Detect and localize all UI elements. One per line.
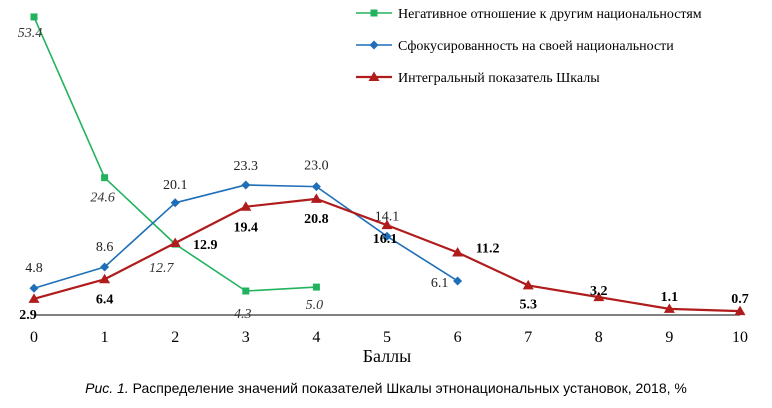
data-point — [310, 193, 322, 203]
data-point — [663, 303, 675, 313]
legend-item: Негативное отношение к другим национальн… — [356, 7, 702, 22]
series-layer — [28, 13, 746, 316]
legend-label: Сфокусированность на своей национальност… — [398, 39, 674, 54]
data-label: 19.4 — [234, 221, 259, 236]
data-label: 14.1 — [375, 209, 400, 224]
data-label: 23.0 — [304, 159, 329, 174]
data-label: 8.6 — [96, 240, 114, 255]
data-label: 6.4 — [96, 292, 114, 307]
data-point — [99, 273, 111, 284]
x-tick-label: 5 — [383, 329, 391, 346]
series-national-focus — [29, 180, 463, 293]
figure-caption-label: Рис. 1. — [85, 380, 129, 396]
data-point — [100, 262, 110, 272]
data-label: 23.3 — [234, 159, 259, 174]
data-point — [28, 293, 40, 303]
legend-label: Негативное отношение к другим национальн… — [398, 7, 702, 22]
data-label: 11.2 — [476, 241, 500, 256]
x-tick-label: 7 — [524, 329, 532, 346]
data-point — [241, 180, 251, 190]
series-integral-index — [28, 193, 746, 316]
data-point — [29, 283, 39, 293]
legend-item: Интегральный показатель Шкалы — [356, 71, 600, 86]
data-label: 6.1 — [431, 276, 449, 291]
x-tick-label: 0 — [30, 329, 38, 346]
legend-item: Сфокусированность на своей национальност… — [356, 39, 674, 54]
figure-caption-text: Распределение значений показателей Шкалы… — [132, 380, 687, 396]
data-point — [522, 279, 534, 290]
x-tick-label: 3 — [242, 329, 250, 346]
data-point — [453, 276, 463, 286]
data-point — [734, 305, 746, 316]
data-point — [101, 174, 109, 182]
x-tick-label: 10 — [732, 329, 748, 346]
data-label: 5.0 — [306, 298, 324, 313]
data-label: 1.1 — [661, 290, 679, 305]
data-point — [240, 201, 252, 211]
data-point — [381, 219, 393, 230]
legend: Негативное отношение к другим национальн… — [356, 7, 702, 86]
legend-marker — [369, 40, 379, 50]
legend-label: Интегральный показатель Шкалы — [398, 71, 600, 86]
x-tick-labels: 0 1 2 3 4 5 6 7 8 9 10 — [30, 329, 748, 346]
series-line-negative-attitude — [33, 16, 317, 292]
data-label: 0.7 — [731, 292, 749, 307]
legend-marker — [370, 9, 378, 17]
data-point — [30, 13, 38, 21]
data-label: 4.8 — [25, 261, 43, 276]
data-label: 20.8 — [304, 212, 329, 227]
data-label: 53.4 — [18, 26, 43, 41]
data-label: 16.1 — [373, 232, 398, 247]
data-point — [170, 198, 180, 208]
data-point — [311, 182, 321, 192]
figure-caption: Рис. 1. Распределение значений показател… — [0, 380, 772, 396]
data-point — [382, 231, 392, 241]
data-label: 2.9 — [19, 308, 37, 323]
x-tick-label: 8 — [595, 329, 603, 346]
data-label: 12.9 — [193, 238, 218, 253]
data-label: 24.6 — [90, 191, 115, 206]
x-axis-title: Баллы — [363, 346, 412, 366]
data-label: 3.2 — [590, 284, 608, 299]
data-label: 4.3 — [234, 307, 252, 322]
data-label-layer: 53.4 24.6 12.7 4.3 5.0 4.8 8.6 20.1 23.3 23.0 14.1… — [18, 26, 749, 323]
x-tick-label: 2 — [171, 329, 179, 346]
data-point — [169, 237, 181, 247]
x-tick-label: 1 — [101, 329, 109, 346]
data-point — [242, 287, 250, 295]
data-point — [593, 291, 605, 302]
data-label: 12.7 — [149, 261, 175, 276]
series-negative-attitude — [30, 13, 320, 295]
x-tick-label: 4 — [312, 329, 320, 346]
x-tick-label: 9 — [665, 329, 673, 346]
legend-marker — [368, 71, 380, 81]
data-point — [312, 283, 320, 291]
data-point — [452, 246, 464, 257]
x-tick-label: 6 — [454, 329, 462, 346]
data-label: 20.1 — [163, 178, 188, 193]
data-label: 5.3 — [519, 297, 537, 312]
